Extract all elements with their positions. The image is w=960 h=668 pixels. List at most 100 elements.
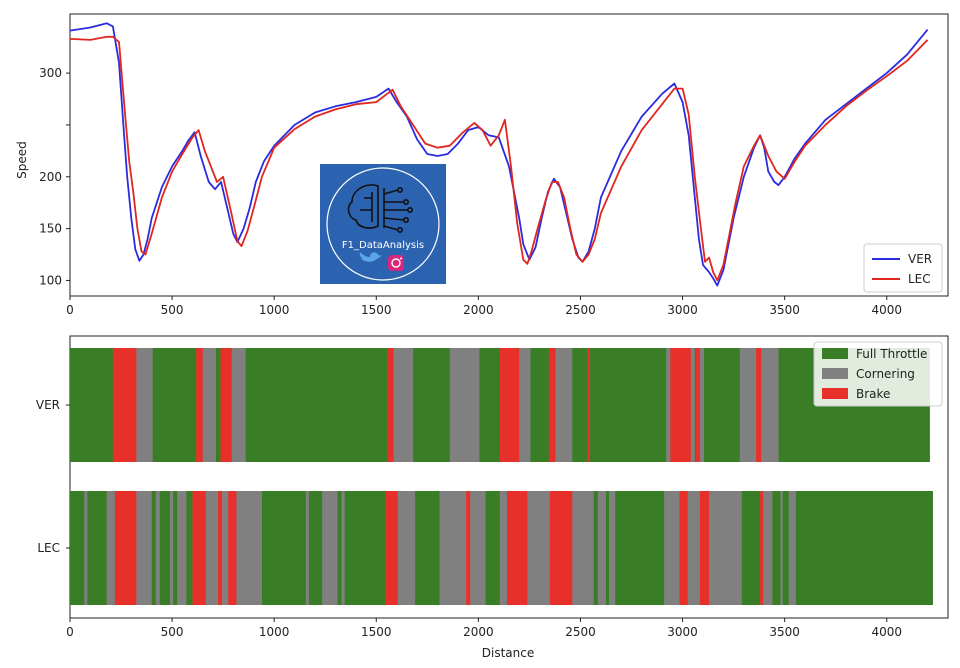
segment-full-throttle <box>741 491 761 605</box>
segment-cornering <box>305 491 310 605</box>
segment-full-throttle <box>245 348 388 462</box>
legend-label-full-throttle: Full Throttle <box>856 347 927 361</box>
segment-brake <box>218 491 223 605</box>
action-legend: Full Throttle Cornering Brake <box>813 341 943 407</box>
segment-full-throttle <box>308 491 323 605</box>
segment-cornering <box>761 348 779 462</box>
segment-cornering <box>572 491 595 605</box>
speed-x-tick-label: 1500 <box>361 303 392 317</box>
segment-cornering <box>687 491 701 605</box>
segment-cornering <box>231 348 246 462</box>
segment-brake <box>499 348 520 462</box>
segment-cornering <box>555 348 573 462</box>
speed-x-tick-label: 1000 <box>259 303 290 317</box>
segment-full-throttle <box>694 348 697 462</box>
action-x-tick-label: 2500 <box>565 625 596 639</box>
segment-brake <box>587 348 590 462</box>
segment-full-throttle <box>593 491 599 605</box>
segment-cornering <box>106 491 116 605</box>
segment-full-throttle <box>173 491 178 605</box>
segment-cornering <box>666 348 671 462</box>
action-x-tick-label: 0 <box>66 625 74 639</box>
action-x-tick-label: 3000 <box>667 625 698 639</box>
segment-full-throttle <box>589 348 667 462</box>
segment-cornering <box>322 491 338 605</box>
segment-brake <box>679 491 688 605</box>
legend-label-brake: Brake <box>856 387 890 401</box>
action-row-ver <box>70 348 930 462</box>
segment-cornering <box>690 348 696 462</box>
segment-full-throttle <box>70 348 114 462</box>
segment-brake <box>387 348 394 462</box>
speed-x-tick-label: 500 <box>161 303 184 317</box>
segment-cornering <box>205 491 219 605</box>
action-chart: 0 500 1000 1500 2000 2500 3000 3500 4000 VERLEC … <box>36 335 949 660</box>
action-x-tick-label: 500 <box>161 625 184 639</box>
segment-brake <box>670 348 692 462</box>
legend-label-lec: LEC <box>908 272 931 286</box>
segment-full-throttle <box>782 491 790 605</box>
segment-full-throttle <box>337 491 342 605</box>
segment-brake <box>228 491 237 605</box>
legend-label-cornering: Cornering <box>856 367 915 381</box>
action-x-tick-label: 1500 <box>361 625 392 639</box>
speed-y-axis: 100 150 200 300 <box>39 66 70 287</box>
legend-swatch-brake <box>822 388 848 399</box>
segment-cornering <box>177 491 187 605</box>
legend-label-ver: VER <box>908 252 932 266</box>
speed-line-lec <box>69 35 929 282</box>
segment-cornering <box>527 491 551 605</box>
speed-chart: 0 500 1000 1500 2000 2500 3000 3500 4000 100 150 2… <box>15 13 949 317</box>
segment-cornering <box>739 348 757 462</box>
segment-full-throttle <box>605 491 610 605</box>
speed-x-tick-label: 4000 <box>871 303 902 317</box>
segment-cornering <box>519 348 531 462</box>
segment-cornering <box>393 348 414 462</box>
segment-brake <box>192 491 207 605</box>
segment-full-throttle <box>70 491 85 605</box>
segment-brake <box>548 348 556 462</box>
speed-legend: VER LEC <box>863 243 943 293</box>
segment-brake <box>112 348 137 462</box>
segment-full-throttle <box>186 491 193 605</box>
segment-brake <box>196 348 204 462</box>
segment-cornering <box>155 491 161 605</box>
action-x-tick-label: 1000 <box>259 625 290 639</box>
segment-full-throttle <box>261 491 307 605</box>
segment-cornering <box>341 491 345 605</box>
watermark-logo: F1_DataAnalysis <box>320 164 446 284</box>
segment-full-throttle <box>485 491 501 605</box>
speed-y-tick-label: 200 <box>39 170 62 184</box>
segment-brake <box>549 491 573 605</box>
segment-full-throttle <box>159 491 171 605</box>
segment-brake <box>760 491 764 605</box>
action-x-axis-label: Distance <box>482 646 534 660</box>
speed-line-ver <box>69 22 929 287</box>
segment-full-throttle <box>530 348 550 462</box>
segment-full-throttle <box>479 348 501 462</box>
segment-full-throttle <box>413 348 451 462</box>
speed-series <box>69 22 929 287</box>
segment-cornering <box>780 491 783 605</box>
brain-circuit-icon <box>347 184 413 234</box>
segment-full-throttle <box>572 348 588 462</box>
speed-x-tick-label: 2500 <box>565 303 596 317</box>
segment-cornering <box>449 348 480 462</box>
speed-y-tick-label: 100 <box>39 273 62 287</box>
segment-full-throttle <box>615 491 665 605</box>
segment-cornering <box>699 348 705 462</box>
watermark-background <box>320 164 446 284</box>
segment-cornering <box>499 491 508 605</box>
segment-cornering <box>470 491 486 605</box>
segment-cornering <box>397 491 416 605</box>
segment-brake <box>220 348 233 462</box>
segment-full-throttle <box>772 491 781 605</box>
instagram-icon <box>388 255 404 271</box>
segment-cornering <box>664 491 680 605</box>
segment-brake <box>756 348 762 462</box>
segment-cornering <box>763 491 773 605</box>
segment-full-throttle <box>344 491 386 605</box>
segment-cornering <box>439 491 467 605</box>
segment-brake <box>695 348 701 462</box>
